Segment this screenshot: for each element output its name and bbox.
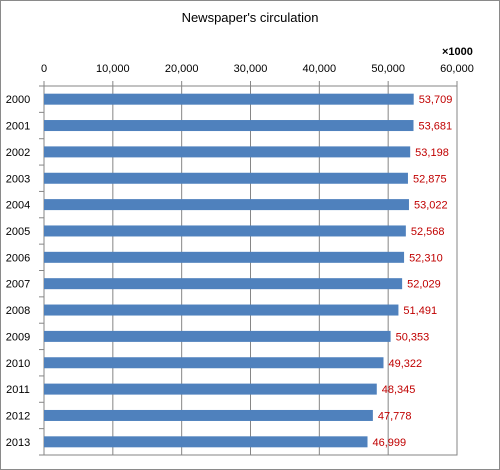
category-label: 2009 xyxy=(6,331,30,343)
tick-label-x: 10,000 xyxy=(96,63,130,75)
category-label: 2013 xyxy=(6,437,30,449)
bar xyxy=(44,304,399,316)
bar xyxy=(44,383,377,395)
tick-label-x: 0 xyxy=(41,63,47,75)
category-label: 2000 xyxy=(6,94,30,106)
unit-label: ×1000 xyxy=(442,46,473,58)
bar xyxy=(44,225,406,237)
data-label: 51,491 xyxy=(403,305,437,317)
bar xyxy=(44,199,409,211)
category-label: 2004 xyxy=(6,200,30,212)
data-label: 52,310 xyxy=(409,252,443,264)
tick-label-x: 30,000 xyxy=(234,63,268,75)
tick-label-x: 60,000 xyxy=(440,63,474,75)
bar xyxy=(44,436,368,448)
data-label: 53,709 xyxy=(419,94,453,106)
category-label: 2005 xyxy=(6,226,30,238)
data-label: 47,778 xyxy=(378,410,412,422)
category-label: 2007 xyxy=(6,279,30,291)
category-label: 2003 xyxy=(6,173,30,185)
data-label: 52,875 xyxy=(413,173,447,185)
data-label: 52,029 xyxy=(407,279,441,291)
category-label: 2011 xyxy=(6,384,30,396)
data-label: 46,999 xyxy=(373,437,407,449)
chart-title: Newspaper's circulation xyxy=(182,10,319,25)
data-label: 52,568 xyxy=(411,226,445,238)
category-label: 2012 xyxy=(6,410,30,422)
bar xyxy=(44,93,414,105)
tick-label-x: 50,000 xyxy=(371,63,405,75)
bar xyxy=(44,278,403,290)
bar xyxy=(44,330,391,342)
bar xyxy=(44,409,373,421)
tick-label-x: 20,000 xyxy=(165,63,199,75)
data-label: 48,345 xyxy=(382,384,416,396)
bar xyxy=(44,251,405,263)
tick-label-x: 40,000 xyxy=(303,63,337,75)
data-label: 50,353 xyxy=(396,331,430,343)
category-label: 2001 xyxy=(6,121,30,133)
data-label: 53,022 xyxy=(414,200,448,212)
category-label: 2006 xyxy=(6,252,30,264)
category-label: 2010 xyxy=(6,358,30,370)
data-label: 53,198 xyxy=(415,147,449,159)
category-label: 2008 xyxy=(6,305,30,317)
bar xyxy=(44,120,414,132)
bar xyxy=(44,172,408,184)
bar xyxy=(44,146,411,158)
category-label: 2002 xyxy=(6,147,30,159)
data-label: 53,681 xyxy=(419,121,453,133)
bar xyxy=(44,357,384,369)
data-label: 49,322 xyxy=(388,358,422,370)
